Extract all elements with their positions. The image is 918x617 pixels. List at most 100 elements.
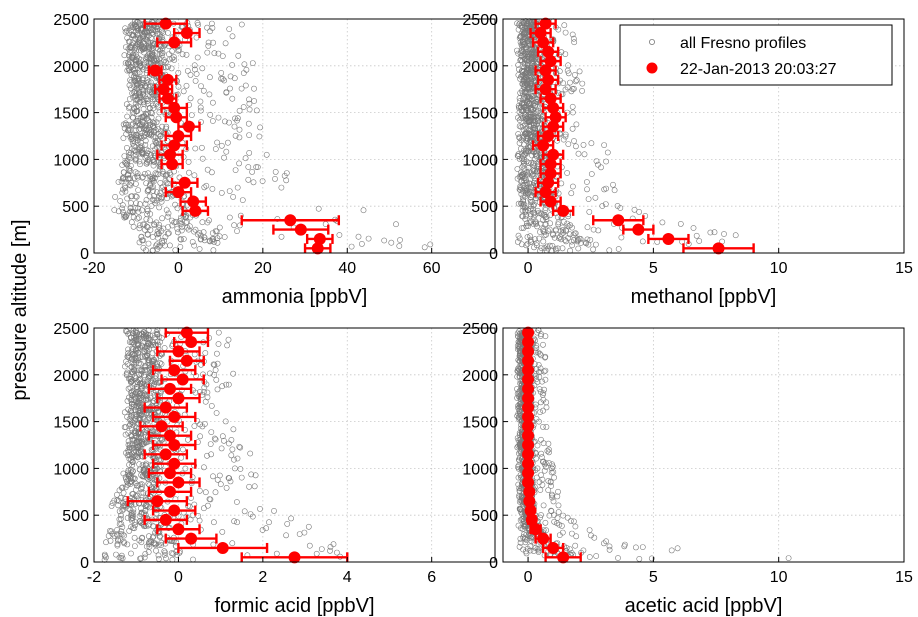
background-point bbox=[610, 181, 616, 188]
background-point bbox=[143, 126, 150, 133]
background-point bbox=[247, 450, 254, 457]
background-point bbox=[236, 134, 243, 141]
background-point bbox=[199, 65, 206, 72]
background-point bbox=[133, 375, 140, 381]
background-point bbox=[580, 141, 587, 148]
background-point bbox=[142, 200, 149, 207]
background-point bbox=[529, 49, 536, 56]
background-point bbox=[639, 238, 646, 245]
background-point bbox=[211, 50, 218, 57]
background-point bbox=[573, 121, 580, 128]
profile-point bbox=[185, 336, 198, 349]
background-point bbox=[125, 406, 132, 413]
background-point bbox=[221, 234, 228, 240]
background-point bbox=[142, 330, 149, 336]
background-point bbox=[149, 350, 156, 357]
background-point bbox=[144, 96, 150, 103]
background-point bbox=[517, 90, 524, 96]
background-point bbox=[621, 543, 628, 550]
background-point bbox=[233, 499, 240, 505]
background-point bbox=[220, 437, 227, 444]
background-point bbox=[570, 183, 576, 190]
background-point bbox=[125, 447, 132, 454]
x-tick-label: -20 bbox=[82, 260, 105, 277]
background-point bbox=[186, 223, 193, 230]
background-point bbox=[214, 239, 221, 246]
background-point bbox=[358, 240, 365, 247]
background-point bbox=[227, 73, 234, 80]
background-point bbox=[150, 178, 157, 185]
background-point bbox=[133, 108, 139, 115]
background-point bbox=[586, 527, 593, 533]
background-points bbox=[514, 18, 739, 254]
background-point bbox=[124, 541, 131, 548]
background-point bbox=[524, 20, 530, 26]
background-point bbox=[531, 64, 538, 70]
background-point bbox=[160, 183, 167, 190]
background-point bbox=[565, 70, 572, 77]
background-point bbox=[540, 341, 546, 348]
background-point bbox=[534, 223, 540, 230]
background-point bbox=[526, 96, 532, 102]
background-point bbox=[131, 367, 138, 374]
background-point bbox=[586, 208, 593, 215]
background-point bbox=[242, 155, 249, 162]
background-point bbox=[144, 52, 151, 59]
background-point bbox=[138, 445, 145, 452]
background-point bbox=[141, 554, 148, 561]
background-point bbox=[113, 551, 119, 558]
background-point bbox=[234, 115, 241, 122]
profile-point bbox=[182, 120, 195, 133]
background-point bbox=[166, 56, 173, 63]
background-point bbox=[132, 93, 138, 99]
background-point bbox=[599, 203, 606, 209]
background-point bbox=[527, 196, 534, 203]
background-point bbox=[152, 139, 159, 146]
background-point bbox=[243, 66, 250, 73]
y-tick-label: 2500 bbox=[462, 12, 498, 29]
background-point bbox=[117, 198, 124, 204]
background-point bbox=[156, 534, 163, 540]
background-point bbox=[219, 529, 226, 535]
background-point bbox=[381, 237, 388, 244]
background-point bbox=[140, 120, 147, 127]
profile-point bbox=[170, 111, 183, 124]
background-point bbox=[246, 106, 253, 113]
background-point bbox=[153, 547, 159, 554]
background-point bbox=[584, 186, 590, 193]
background-point bbox=[547, 220, 553, 227]
background-point bbox=[212, 367, 219, 373]
background-point bbox=[131, 417, 138, 424]
background-point bbox=[142, 353, 148, 359]
background-point bbox=[571, 39, 578, 46]
background-point bbox=[140, 31, 146, 38]
background-point bbox=[145, 480, 152, 487]
background-point bbox=[143, 396, 150, 403]
background-point bbox=[153, 171, 160, 178]
background-point bbox=[146, 193, 153, 200]
background-point bbox=[257, 505, 263, 512]
background-point bbox=[561, 22, 568, 29]
background-point bbox=[205, 43, 212, 49]
background-point bbox=[573, 533, 580, 540]
background-point bbox=[538, 450, 545, 457]
background-point bbox=[517, 517, 524, 523]
background-point bbox=[617, 205, 624, 211]
background-point bbox=[524, 220, 530, 227]
background-point bbox=[603, 538, 609, 545]
background-point bbox=[144, 126, 150, 133]
background-point bbox=[118, 178, 125, 185]
background-point bbox=[231, 518, 237, 525]
background-point bbox=[573, 77, 580, 84]
background-point bbox=[145, 375, 152, 382]
background-point bbox=[135, 27, 141, 34]
background-point bbox=[125, 441, 132, 448]
background-point bbox=[126, 444, 133, 451]
background-point bbox=[163, 123, 170, 130]
background-point bbox=[135, 392, 142, 399]
background-point bbox=[119, 205, 126, 212]
background-point bbox=[170, 54, 177, 60]
background-point bbox=[546, 242, 553, 249]
background-point bbox=[159, 45, 166, 52]
